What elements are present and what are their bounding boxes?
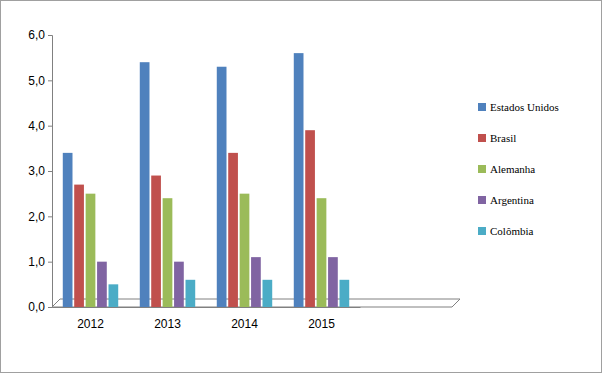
legend: Estados Unidos Brasil Alemanha Argentina Col… (478, 101, 559, 237)
bar (263, 280, 273, 307)
x-tick: 2014 (231, 307, 258, 331)
legend-label: Colômbia (490, 225, 534, 237)
x-tick-label: 2015 (308, 317, 335, 331)
y-axis: 0,0 1,0 2,0 3,0 4,0 5,0 6,0 (28, 28, 52, 314)
bar (163, 198, 173, 307)
bar (151, 176, 161, 307)
bar (74, 185, 84, 307)
legend-label: Alemanha (490, 163, 535, 175)
y-tick-label: 5,0 (28, 74, 45, 88)
legend-label: Argentina (490, 194, 534, 206)
y-tick: 0,0 (28, 300, 52, 314)
series (63, 53, 304, 307)
y-tick-mark (48, 307, 52, 308)
legend-item: Colômbia (478, 225, 534, 237)
legend-swatch (478, 134, 486, 142)
legend-swatch (478, 165, 486, 173)
y-axis-line (48, 36, 53, 308)
legend-item: Alemanha (478, 163, 535, 175)
x-tick: 2012 (77, 307, 104, 331)
legend-item: Argentina (478, 194, 534, 206)
x-axis-line (53, 307, 361, 308)
y-tick-label: 4,0 (28, 119, 45, 133)
bar (305, 130, 315, 307)
bar (186, 280, 196, 307)
y-tick-mark (48, 80, 52, 81)
bar (240, 194, 250, 307)
x-tick-label: 2014 (231, 317, 258, 331)
bar (328, 257, 338, 307)
bar (317, 198, 327, 307)
y-tick: 1,0 (28, 255, 52, 269)
bar (217, 67, 227, 307)
legend-swatch (478, 103, 486, 111)
y-tick-mark (48, 262, 52, 263)
bar (140, 62, 150, 307)
x-axis: 2012 2013 2014 2015 (53, 307, 361, 331)
bar (174, 262, 184, 307)
chart: 0,0 1,0 2,0 3,0 4,0 5,0 6,0 2012 2013 2014 2015 Est… (0, 0, 602, 373)
bar (86, 194, 96, 307)
bars (63, 53, 349, 307)
bar (251, 257, 261, 307)
y-tick-mark (48, 171, 52, 172)
legend-label: Brasil (490, 132, 516, 144)
legend-swatch (478, 196, 486, 204)
legend-label: Estados Unidos (490, 101, 559, 113)
y-tick-mark (48, 35, 52, 36)
series (86, 194, 327, 307)
bar (340, 280, 350, 307)
series (97, 257, 338, 307)
legend-item: Brasil (478, 132, 516, 144)
x-tick-label: 2012 (77, 317, 104, 331)
bar (109, 284, 119, 307)
x-tick: 2013 (154, 307, 181, 331)
series (74, 130, 315, 307)
bar (294, 53, 304, 307)
y-tick: 5,0 (28, 74, 52, 88)
bar (97, 262, 107, 307)
y-tick-label: 0,0 (28, 300, 45, 314)
y-tick-mark (48, 216, 52, 217)
bar (228, 153, 238, 307)
legend-swatch (478, 227, 486, 235)
series (109, 280, 350, 307)
y-tick-label: 2,0 (28, 210, 45, 224)
x-tick: 2015 (308, 307, 335, 331)
y-tick: 6,0 (28, 28, 52, 42)
y-tick: 4,0 (28, 119, 52, 133)
y-tick-label: 1,0 (28, 255, 45, 269)
y-tick-mark (48, 126, 52, 127)
x-tick-label: 2013 (154, 317, 181, 331)
legend-item: Estados Unidos (478, 101, 559, 113)
y-tick-label: 6,0 (28, 28, 45, 42)
y-tick-label: 3,0 (28, 164, 45, 178)
y-tick: 3,0 (28, 164, 52, 178)
chart-border (1, 1, 602, 373)
bar (63, 153, 73, 307)
y-tick: 2,0 (28, 210, 52, 224)
